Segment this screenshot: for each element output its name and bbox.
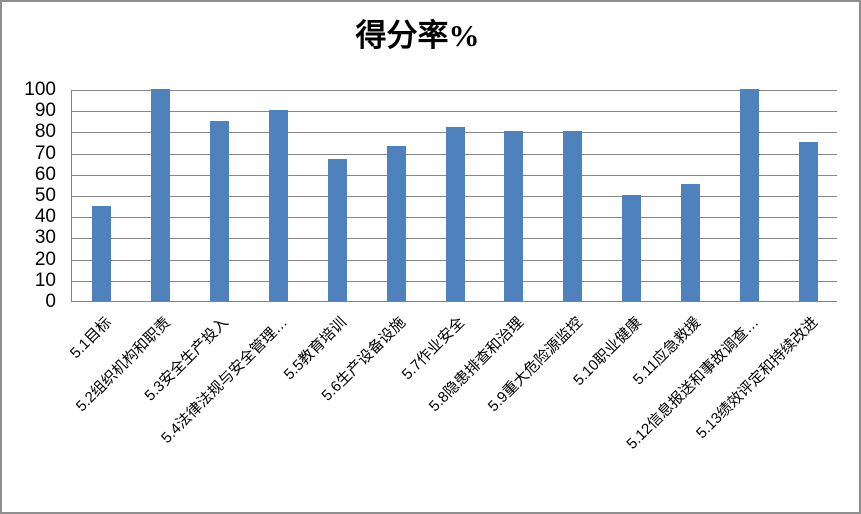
bar <box>91 205 111 301</box>
gridline <box>72 90 837 91</box>
x-axis-label: 5.1目标 <box>66 314 115 362</box>
bar <box>740 89 760 301</box>
y-axis-tick-label: 40 <box>34 206 56 228</box>
bar <box>504 131 524 301</box>
bar <box>150 89 170 301</box>
x-axis-label: 5.4法律法规与安全管理… <box>158 314 292 447</box>
y-axis-tick-label: 80 <box>34 121 56 143</box>
bar <box>622 195 642 301</box>
y-axis-tick-label: 20 <box>34 248 56 270</box>
y-axis-tick-label: 50 <box>34 185 56 207</box>
bar <box>386 146 406 301</box>
bar <box>327 158 347 301</box>
y-axis-tick-label: 0 <box>45 291 56 313</box>
gridline <box>72 111 837 113</box>
x-axis: 5.1目标 5.2组织机构和职责 5.3安全生产投入 5.4法律法规与安全管理… 5.5… <box>67 302 837 512</box>
bar <box>445 127 465 301</box>
y-axis: 0 10 20 30 40 50 60 70 80 90 100 <box>2 80 56 311</box>
y-axis-tick-label: 60 <box>34 163 56 185</box>
x-axis-label: 5.13绩效评定和持续改进 <box>693 314 822 443</box>
bar <box>681 184 701 301</box>
y-axis-tick-label: 90 <box>34 100 56 122</box>
y-axis-tick-label: 30 <box>34 227 56 249</box>
bar <box>799 142 819 301</box>
y-axis-tick-label: 10 <box>34 269 56 291</box>
bar <box>209 120 229 301</box>
y-axis-tick-label: 70 <box>34 142 56 164</box>
y-axis-tick-label: 100 <box>24 79 56 101</box>
bar <box>563 131 583 301</box>
plot-area <box>71 89 837 302</box>
chart-title: 得分率% <box>355 18 480 53</box>
bar <box>268 110 288 301</box>
